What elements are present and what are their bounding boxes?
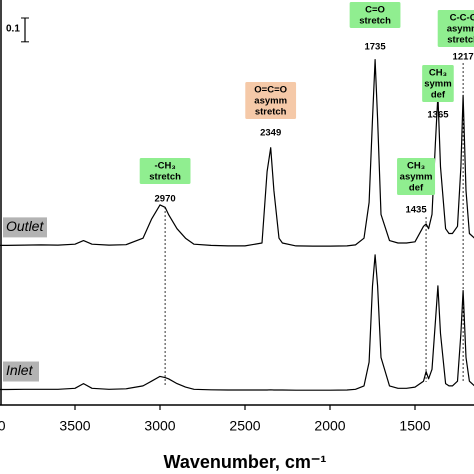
peak-label: 2970 [155, 194, 176, 205]
annotation-text: asymm [447, 24, 474, 35]
annotation-text: CH₃ [407, 161, 425, 172]
x-tick-label: 2000 [314, 418, 345, 434]
annotation-text: stretch [447, 35, 474, 46]
annotation-box [245, 82, 297, 119]
x-tick-label: 3000 [144, 418, 175, 434]
annotation-text: -CH₃ [154, 161, 175, 172]
x-tick-label: 4000 [0, 418, 6, 434]
annotation-text: asymm [254, 96, 287, 107]
series-label: Inlet [6, 362, 34, 378]
peak-label: 1435 [405, 205, 427, 216]
x-tick-label: 1500 [399, 418, 430, 434]
annotation-text: asymm [400, 172, 433, 183]
annotation-box [422, 65, 454, 102]
series-label-box [3, 361, 39, 382]
peak-label: 1735 [364, 42, 386, 53]
peak-label: 1365 [427, 110, 449, 121]
annotation-text: stretch [359, 16, 391, 27]
scale-bar-label: 0.1 [6, 24, 20, 35]
annotation-text: def [409, 183, 424, 194]
x-tick-label: 2500 [229, 418, 260, 434]
annotation-text: C=O [365, 5, 385, 16]
peak-label: 1217 [453, 52, 474, 63]
annotation-text: def [431, 90, 446, 101]
x-axis-label: Wavenumber, cm⁻¹ [164, 452, 327, 472]
annotation-text: symm [424, 79, 451, 90]
spectrum-line [0, 254, 474, 391]
series-label-box [3, 217, 47, 238]
annotation-box [139, 158, 191, 184]
spectrum-line [0, 59, 474, 247]
annotation-text: CH₃ [429, 68, 447, 79]
annotation-text: stretch [255, 107, 287, 118]
annotation-box [397, 158, 436, 195]
annotation-box [437, 10, 474, 47]
peak-label: 2349 [260, 128, 281, 139]
series-label: Outlet [6, 218, 44, 234]
x-tick-label: 3500 [59, 418, 90, 434]
annotation-text: stretch [149, 172, 181, 183]
annotation-text: C-C-C [450, 13, 474, 24]
annotation-text: O=C=O [254, 85, 287, 96]
annotation-box [349, 2, 401, 28]
